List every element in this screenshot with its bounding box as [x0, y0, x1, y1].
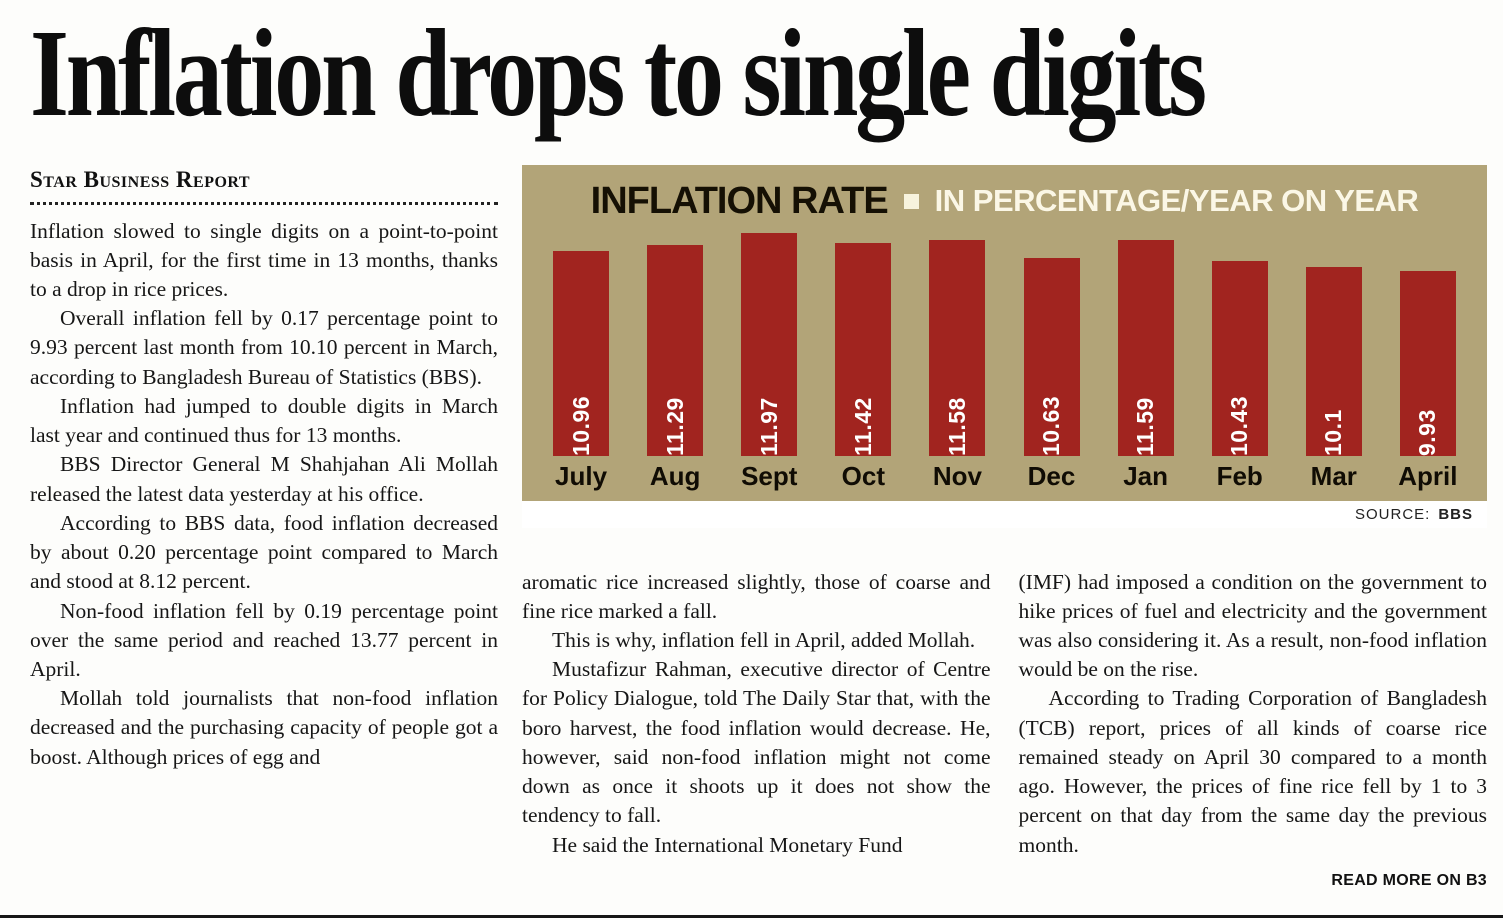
source-value: BBS — [1438, 505, 1473, 523]
month-label: Aug — [649, 460, 701, 491]
chart-title: INFLATION RATE — [590, 179, 889, 222]
paragraph: Non-food inflation fell by 0.19 percenta… — [30, 598, 498, 682]
bar-plot: 10.96 July 11.29 Aug 11.97 Sept 11.42 Oc… — [522, 232, 1487, 501]
bar-column-dec: 10.63 Dec — [1008, 232, 1096, 501]
month-label: Dec — [1027, 460, 1076, 491]
bar-column-april: 9.93 April — [1384, 232, 1472, 501]
chart-subtitle: IN PERCENTAGE/YEAR ON YEAR — [934, 183, 1419, 218]
bottom-rule — [0, 915, 1503, 918]
source-label: SOURCE: — [1354, 505, 1431, 523]
headline: Inflation drops to single digits — [30, 5, 1207, 143]
middle-column: aromatic rice increased slightly, those … — [522, 568, 991, 890]
paragraph: According to Trading Corporation of Bang… — [1018, 686, 1488, 857]
bar-aug: 11.29 — [647, 244, 704, 456]
bar-value: 11.42 — [849, 396, 876, 456]
chart-header: INFLATION RATE IN PERCENTAGE/YEAR ON YEA… — [522, 165, 1487, 232]
bar-column-oct: 11.42 Oct — [819, 232, 907, 501]
paragraph: According to BBS data, food inflation de… — [30, 510, 498, 594]
paragraph: Overall inflation fell by 0.17 percentag… — [30, 306, 498, 389]
month-label: Mar — [1310, 460, 1357, 491]
body-text-columns: aromatic rice increased slightly, those … — [522, 568, 1487, 890]
inflation-rate-chart: INFLATION RATE IN PERCENTAGE/YEAR ON YEA… — [522, 164, 1487, 528]
bar-nov: 11.58 — [929, 239, 986, 456]
month-label: Sept — [741, 460, 798, 491]
bar-value: 11.29 — [661, 396, 688, 456]
paragraph: Inflation had jumped to double digits in… — [30, 393, 498, 448]
dotted-rule — [30, 199, 498, 205]
legend-square-icon — [903, 193, 919, 209]
bar-column-aug: 11.29 Aug — [631, 232, 719, 501]
bar-column-sept: 11.97 Sept — [725, 232, 813, 501]
paragraph: BBS Director General M Shahjahan Ali Mol… — [30, 452, 498, 506]
month-label: Feb — [1216, 460, 1263, 491]
source-strip: SOURCE: BBS — [522, 500, 1487, 528]
month-label: July — [555, 460, 608, 491]
bar-column-feb: 10.43 Feb — [1196, 232, 1284, 501]
month-label: Nov — [932, 460, 982, 491]
bar-jan: 11.59 — [1117, 239, 1174, 456]
right-column: (IMF) had imposed a condition on the gov… — [1019, 568, 1488, 890]
bar-column-july: 10.96 July — [537, 232, 625, 501]
bar-dec: 10.63 — [1023, 257, 1080, 456]
paragraph: Inflation slowed to single digits on a p… — [30, 218, 498, 301]
content-area: Star Business Report Inflation slowed to… — [30, 164, 1487, 890]
bar-column-mar: 10.1 Mar — [1290, 232, 1378, 501]
read-more-note: READ MORE ON B3 — [1331, 871, 1487, 889]
bar-column-jan: 11.59 Jan — [1102, 232, 1190, 501]
bar-feb: 10.43 — [1211, 260, 1268, 456]
paragraph: aromatic rice increased slightly, those … — [522, 569, 991, 623]
bar-value: 11.59 — [1132, 396, 1159, 456]
paragraph: He said the International Monetary Fund — [552, 832, 903, 857]
bar-value: 10.43 — [1226, 395, 1253, 456]
bar-april: 9.93 — [1399, 270, 1456, 456]
paragraph: (IMF) had imposed a condition on the gov… — [1018, 569, 1488, 682]
month-label: Jan — [1123, 460, 1169, 491]
bar-column-nov: 11.58 Nov — [913, 232, 1001, 501]
month-label: Oct — [841, 460, 885, 491]
bar-july: 10.96 — [553, 250, 610, 456]
byline: Star Business Report — [30, 166, 251, 192]
bar-sept: 11.97 — [741, 232, 798, 456]
bar-oct: 11.42 — [835, 242, 892, 456]
left-column: Star Business Report Inflation slowed to… — [30, 165, 498, 890]
bar-value: 9.93 — [1414, 408, 1441, 456]
bar-value: 10.96 — [567, 395, 594, 456]
bar-value: 11.97 — [755, 396, 782, 456]
paragraph: Mollah told journalists that non-food in… — [30, 686, 498, 769]
bar-mar: 10.1 — [1305, 266, 1362, 456]
paragraph: This is why, inflation fell in April, ad… — [552, 627, 976, 652]
bar-value: 10.63 — [1038, 395, 1065, 456]
month-label: April — [1398, 460, 1458, 491]
paragraph: Mustafizur Rahman, executive director of… — [522, 657, 991, 828]
right-area: INFLATION RATE IN PERCENTAGE/YEAR ON YEA… — [522, 164, 1487, 890]
bar-value: 11.58 — [943, 396, 970, 456]
bar-value: 10.1 — [1320, 408, 1347, 456]
